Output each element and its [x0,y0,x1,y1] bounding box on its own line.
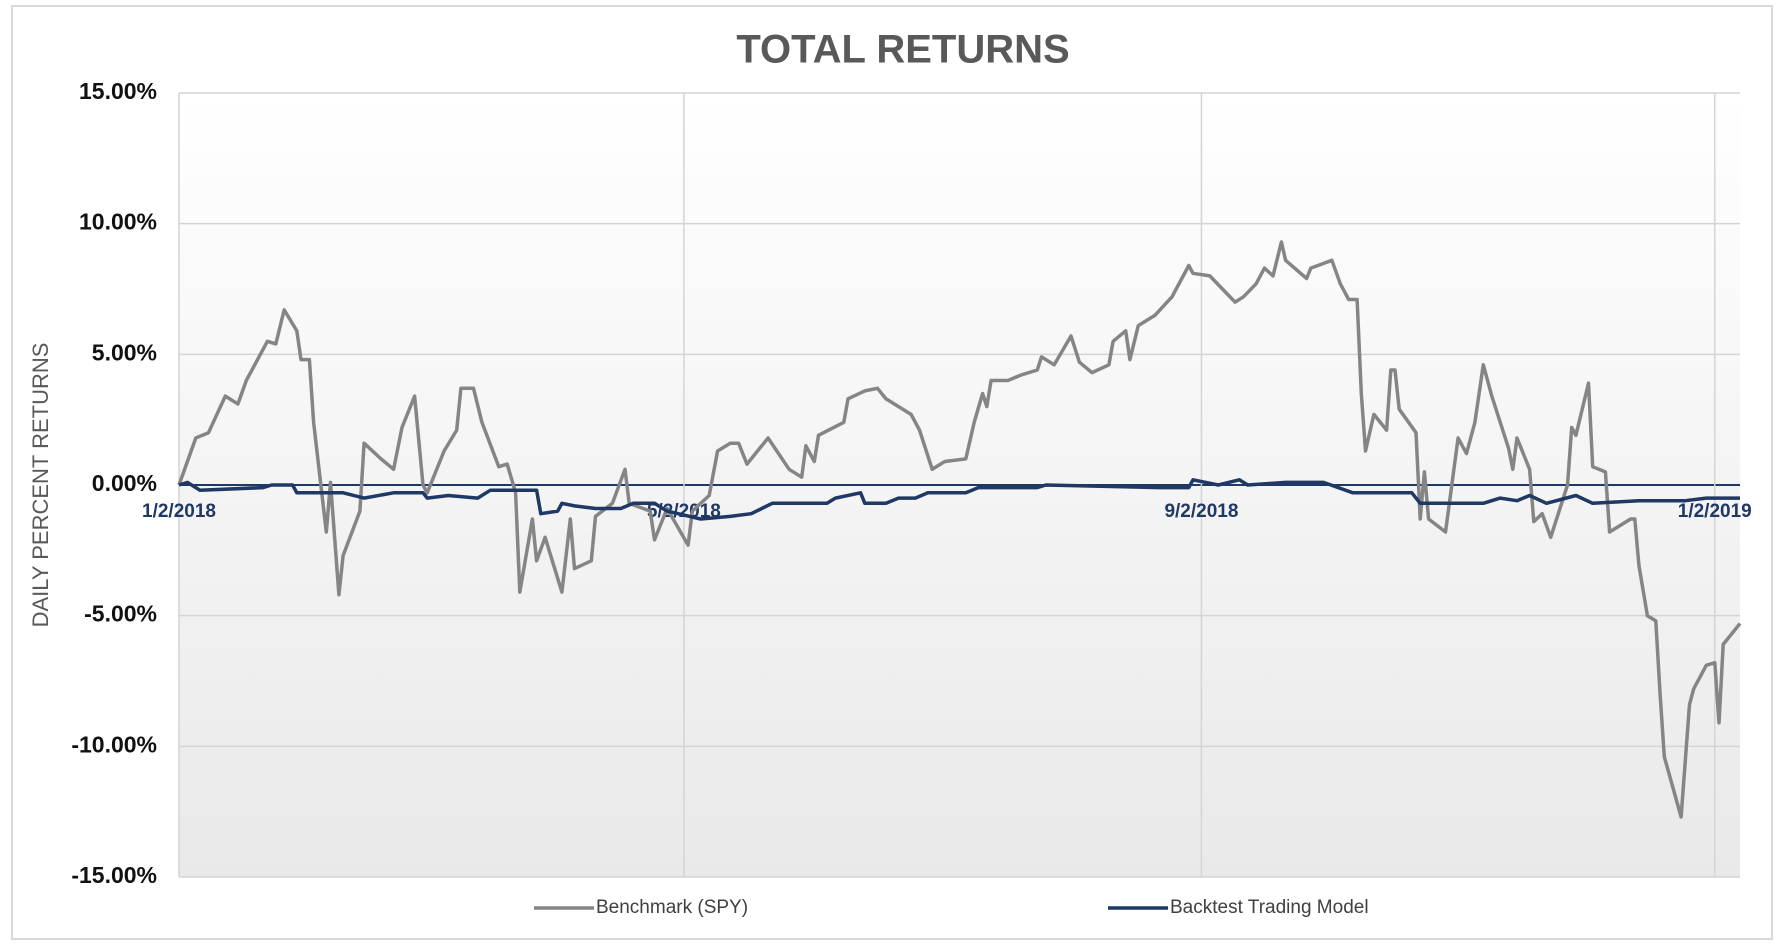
x-tick-label: 9/2/2018 [1164,501,1238,522]
legend-label: Benchmark (SPY) [596,897,748,918]
y-tick-label: 10.00% [79,209,157,235]
y-tick-label: 15.00% [79,78,157,104]
x-tick-label: 1/2/2018 [142,501,216,522]
x-tick-label: 1/2/2019 [1678,501,1752,522]
y-tick-label: -10.00% [71,731,157,757]
y-tick-label: 0.00% [92,470,157,496]
legend-label: Backtest Trading Model [1170,897,1369,918]
y-tick-label: 5.00% [92,339,157,365]
y-tick-label: -5.00% [84,601,157,627]
series-line [177,240,1742,819]
chart-title: TOTAL RETURNS [736,28,1069,72]
series-line [178,478,1740,521]
y-tick-label: -15.00% [71,862,157,888]
y-axis-label: DAILY PERCENT RETURNS [28,343,53,628]
